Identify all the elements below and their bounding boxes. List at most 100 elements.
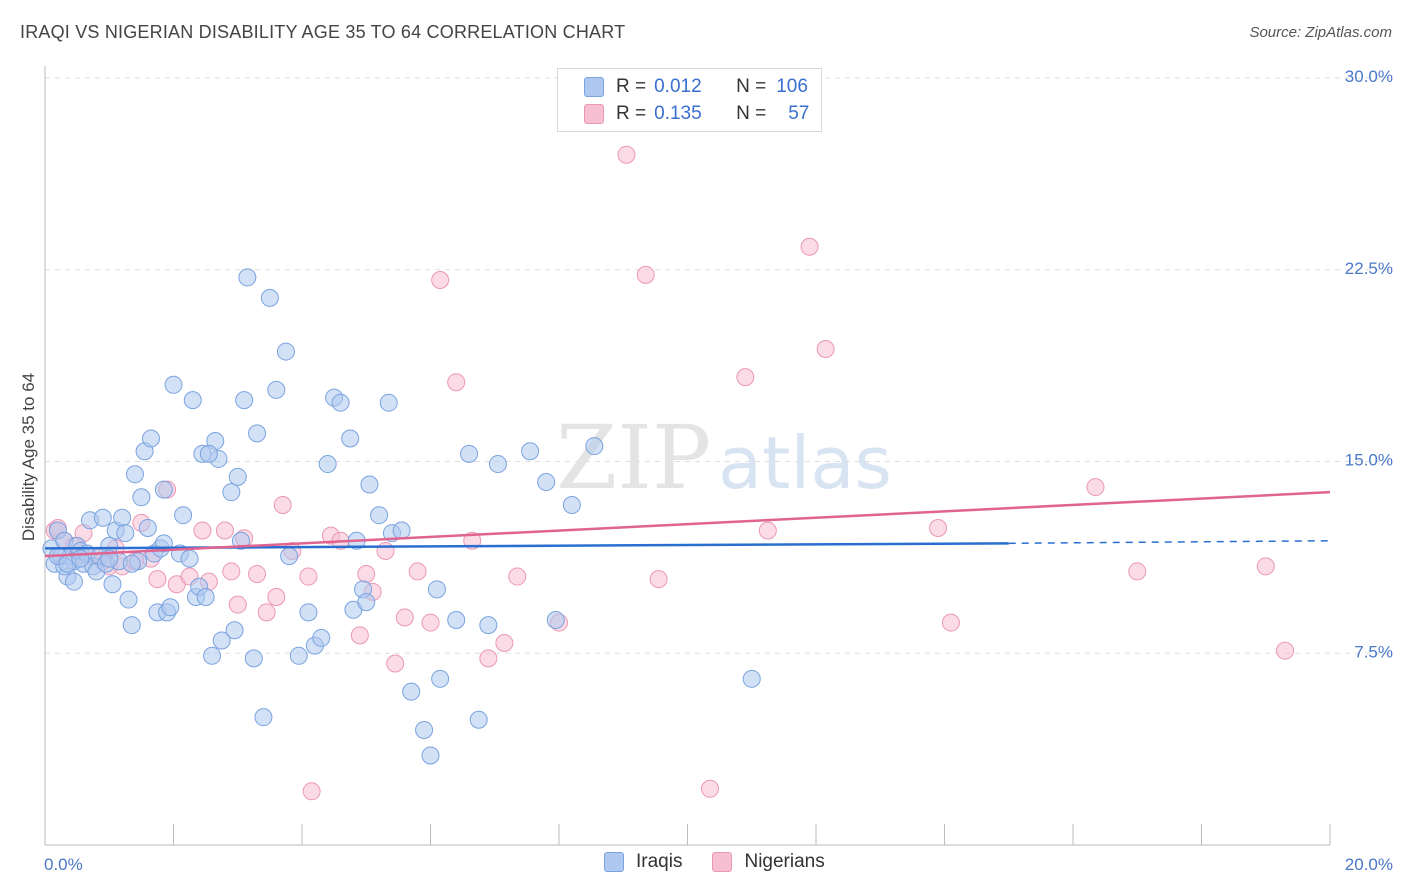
iraqi-point [280,547,299,566]
iraqi-point [116,524,135,543]
nigerian-point [395,608,414,627]
iraqi-point [421,746,440,765]
iraqi-point [357,593,376,612]
nigerian-point [222,562,241,581]
nigerian-point [649,570,668,589]
iraqi-point [546,611,565,630]
nigerian-point [617,145,636,164]
legend-label-iraqis: Iraqis [636,851,683,872]
correlation-legend: R = 0.012 N = 106 R = 0.135 N = 57 [557,68,822,132]
iraqi-point [415,720,434,739]
iraqi-point [254,708,273,727]
iraqi-point [225,621,244,640]
iraqi-point [341,429,360,448]
nigerian-point [408,562,427,581]
iraqi-point [238,268,257,287]
iraqi-point [132,488,151,507]
iraqi-point [228,467,247,486]
legend-n-value: 57 [788,103,810,124]
nigerian-point [941,613,960,632]
legend-r-value: 0.135 [654,103,702,124]
nigerian-point [350,626,369,645]
iraqi-point [248,424,267,443]
y-tick-labels: 7.5% 15.0% 22.5% 30.0% [1345,67,1393,661]
iraqi-point [199,444,218,463]
iraqi-point [402,682,421,701]
nigerian-point [1276,641,1295,660]
nigerian-point [447,373,466,392]
nigerian-point [736,368,755,387]
nigerian-point [228,595,247,614]
iraqi-point [235,391,254,410]
iraqi-point [488,455,507,474]
iraqi-point [119,590,138,609]
watermark-zip: ZIP [556,406,711,509]
nigerian-point [636,265,655,284]
iraqi-point [222,483,241,502]
watermark-atlas: atlas [718,421,892,505]
legend-r-label: R = [616,103,647,124]
iraqi-point [244,649,263,668]
nigerian-point [386,654,405,673]
iraqi-point [370,506,389,525]
x-tick-label: 20.0% [1345,855,1393,874]
x-tick-labels: 0.0% 20.0% [44,855,1393,874]
series-legend: Iraqis Nigerians [604,851,855,873]
iraqi-point [138,518,157,537]
iraqi-point [585,437,604,456]
nigerian-swatch [584,104,604,124]
nigerian-point [816,340,835,359]
legend-row-iraqis: R = 0.012 N = 106 [584,75,808,99]
iraqi-point [427,580,446,599]
iraqi-point [431,669,450,688]
nigerian-swatch [712,852,733,872]
iraqi-point [196,588,215,607]
nigerian-point [929,518,948,537]
nigerian-point [302,782,321,801]
y-tick-label: 7.5% [1354,642,1393,661]
iraqi-point [71,549,90,568]
iraqi-point [447,611,466,630]
legend-item-iraqis[interactable]: Iraqis [604,851,682,873]
iraqi-point [154,480,173,499]
nigerian-point [248,564,267,583]
iraqi-point [267,380,286,399]
iraqi-point [537,472,556,491]
iraqi-point [276,342,295,361]
iraqi-point [360,475,379,494]
nigerian-point [1086,478,1105,497]
legend-item-nigerians[interactable]: Nigerians [712,851,825,873]
iraqi-point [289,646,308,665]
nigerian-point [273,495,292,514]
nigerian-point [508,567,527,586]
legend-n-label: N = [736,76,767,97]
iraqi-point [122,616,141,635]
nigerian-point [1128,562,1147,581]
nigerian-point [421,613,440,632]
iraqi-point [318,455,337,474]
grid-lines [45,77,1392,654]
legend-row-nigerians: R = 0.135 N = 57 [584,102,809,126]
iraqi-trend-extension [1008,540,1331,545]
iraqi-point [122,554,141,573]
nigerian-point [267,588,286,607]
y-axis-label: Disability Age 35 to 64 [19,373,38,541]
iraqi-point [100,549,119,568]
iraqi-point [125,465,144,484]
iraqi-point [183,391,202,410]
iraqi-point [299,603,318,622]
nigerian-point [479,649,498,668]
iraqi-point [379,393,398,412]
iraqi-point [469,710,488,729]
nigerian-point [700,779,719,798]
iraqi-point [180,549,199,568]
nigerian-point [495,634,514,653]
iraqi-point [521,442,540,461]
legend-r-label: R = [616,76,647,97]
iraqi-swatch [604,852,624,872]
iraqi-point [174,506,193,525]
iraqi-point [103,575,122,594]
iraqi-point [142,429,161,448]
y-tick-label: 22.5% [1345,259,1393,278]
